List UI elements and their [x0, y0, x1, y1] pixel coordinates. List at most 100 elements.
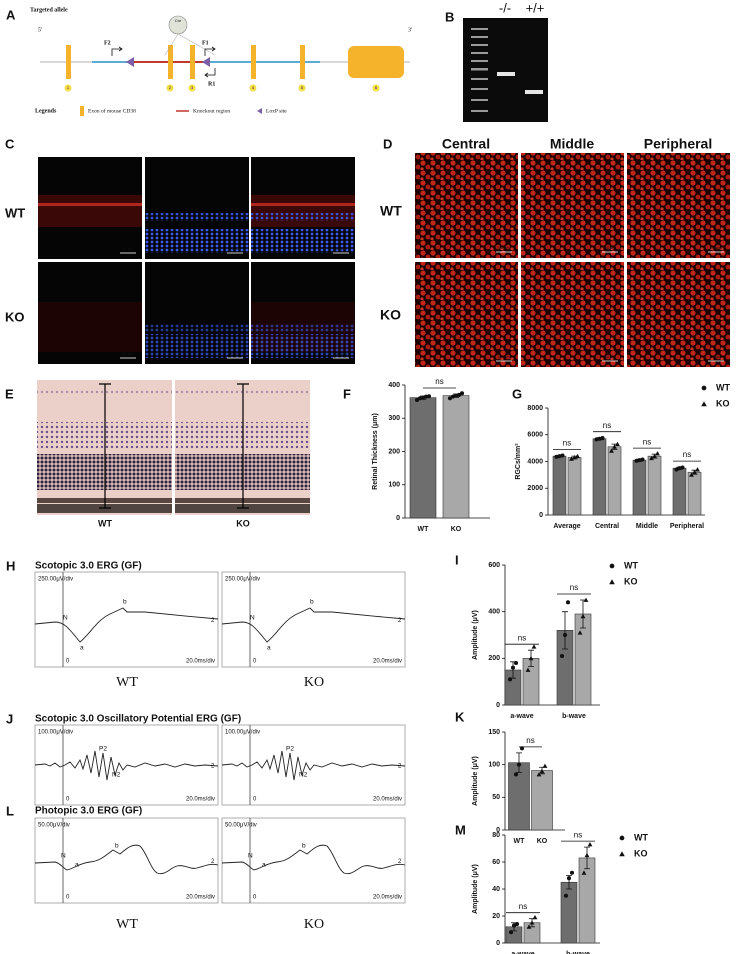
- bar: [672, 467, 687, 516]
- rgc-cells: [627, 153, 730, 258]
- retina-section: 50 μm: [38, 262, 142, 364]
- rgc-cells: [415, 262, 518, 367]
- exons-part: [66, 45, 71, 79]
- group-label: WT: [116, 675, 138, 690]
- significance-label: ns: [519, 902, 527, 911]
- nuclei: [251, 213, 355, 221]
- data-point: [426, 394, 432, 399]
- data-point: [526, 924, 532, 929]
- error-bar: [562, 611, 568, 650]
- significance-label: ns: [683, 450, 691, 459]
- data-point: [619, 851, 625, 857]
- cre-lines: [164, 33, 216, 56]
- x-tick-label: WT: [418, 526, 430, 533]
- gel-band: [497, 72, 515, 76]
- peak-label: N2: [112, 772, 121, 779]
- legend-label: KO: [716, 398, 730, 408]
- y-scale-label: 100.00μV/div: [38, 730, 73, 736]
- flatmount: 50 μm: [415, 153, 518, 258]
- recording-frame: [34, 817, 219, 904]
- exon-badges-part: [166, 84, 174, 92]
- y-tick-label: 80: [492, 832, 500, 839]
- significance-label: ns: [435, 377, 443, 386]
- y-tick-label: 200: [388, 448, 400, 455]
- primer-label: F2: [104, 40, 111, 46]
- primer-label: F1: [202, 40, 209, 46]
- erg-trace: [34, 750, 219, 781]
- rgc-cells: [627, 262, 730, 367]
- ladder-part: [471, 78, 488, 80]
- allele-title: Targeted allele: [30, 7, 68, 13]
- panel-label: K: [455, 709, 465, 724]
- recording-frame: [34, 571, 219, 668]
- legend-text: Knockout region: [193, 108, 230, 114]
- data-point: [569, 456, 574, 461]
- panel-label: B: [445, 9, 454, 24]
- primer-arrows: [111, 46, 216, 78]
- flatmount: 50 μm: [627, 262, 730, 367]
- legend-label: WT: [624, 560, 638, 570]
- y-scale-label: 250.00μV/div: [38, 577, 73, 583]
- significance-label: ns: [643, 437, 651, 446]
- ladder-part: [471, 28, 488, 30]
- y-scale-label: 50.00μV/div: [38, 823, 70, 829]
- exons: [66, 45, 404, 79]
- bar-chart: I 0 200 400 600 Amplitude (μV) a-wave b-wave WT K…: [455, 552, 638, 719]
- bar-chart: G 0 2000 4000 6000 8000 RGCs/mm² Average Central…: [512, 382, 730, 529]
- exons-part: [348, 46, 404, 78]
- y-tick-label: 4000: [527, 458, 543, 465]
- legend-text: LoxP site: [266, 108, 287, 114]
- peak-label: N: [248, 853, 253, 860]
- scale-bar-label: 50 μm: [604, 245, 616, 250]
- flatmount: 50 μm: [521, 262, 624, 367]
- column-label: KO: [236, 518, 250, 528]
- scale-bar-label: 50 μm: [498, 354, 510, 359]
- primer-label: R1: [208, 81, 215, 87]
- y-scale-label: 50.00μV/div: [225, 823, 257, 829]
- panel-title: Photopic 3.0 ERG (GF): [35, 806, 142, 817]
- data-point: [575, 453, 580, 459]
- exon-number: 5: [301, 85, 304, 90]
- channel-label: 2: [398, 618, 402, 624]
- y-tick-label: 300: [388, 415, 400, 422]
- erg-trace: [221, 607, 406, 643]
- x-tick-label: b-wave: [562, 713, 586, 720]
- y-tick-label: 100: [488, 762, 500, 769]
- peak-label: b: [123, 599, 127, 606]
- erg-recording: 250.00μV/div 20.0ms/div 0 2 Na b: [221, 571, 406, 668]
- panel-label: J: [6, 711, 13, 726]
- nuclei: [145, 213, 249, 221]
- data-point: [566, 876, 572, 881]
- peak-label: b: [302, 843, 306, 850]
- exon-badges-part: [372, 84, 380, 92]
- exon-number: 2: [169, 85, 172, 90]
- retina-section: 50 μm: [145, 157, 249, 259]
- erg-trace: [34, 844, 219, 875]
- data-point: [609, 579, 615, 585]
- x-tick-label: Middle: [636, 523, 658, 530]
- row-label: WT: [380, 203, 402, 219]
- red-stain: [251, 195, 355, 227]
- bar: [567, 457, 582, 516]
- x-tick-label: Peripheral: [670, 523, 704, 530]
- bar-chart: K 0 50 100 150 Amplitude (μV) WT KO ns: [455, 709, 565, 845]
- peak-label: N2: [299, 772, 308, 779]
- panel-label: C: [5, 136, 15, 151]
- panel-label: F: [343, 386, 351, 401]
- data-point: [689, 472, 694, 477]
- erg-recording: 250.00μV/div 20.0ms/div 0 2 Na b: [34, 571, 219, 668]
- data-point: [531, 644, 537, 649]
- scale-bar-label: 50 μm: [604, 354, 616, 359]
- legend-swatch: [80, 106, 84, 116]
- x-tick-label: a-wave: [511, 951, 534, 954]
- panel-title: Scotopic 3.0 ERG (GF): [35, 561, 142, 572]
- nuclei: [145, 324, 249, 332]
- panel-a: A Targeted allele 5' 3' 1 2 3 4 5 6 Cre …: [6, 7, 412, 116]
- data-point: [447, 396, 453, 401]
- erg-trace: [34, 607, 219, 643]
- erg-recording: 50.00μV/div 20.0ms/div 0 2 Na b: [221, 817, 406, 904]
- y-tick-label: 50: [492, 794, 500, 801]
- data-point: [529, 920, 535, 925]
